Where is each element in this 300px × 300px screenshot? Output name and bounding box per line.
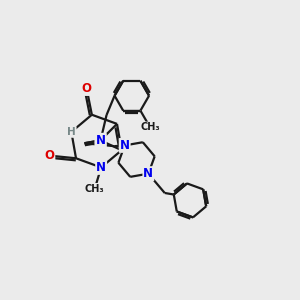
Text: N: N: [96, 134, 106, 147]
Text: O: O: [44, 149, 54, 162]
Text: N: N: [143, 167, 153, 180]
Text: N: N: [120, 139, 130, 152]
Text: N: N: [96, 134, 106, 147]
Text: H: H: [67, 127, 76, 137]
Text: CH₃: CH₃: [140, 122, 160, 132]
Text: O: O: [82, 82, 92, 95]
Text: CH₃: CH₃: [85, 184, 105, 194]
Text: N: N: [96, 161, 106, 174]
